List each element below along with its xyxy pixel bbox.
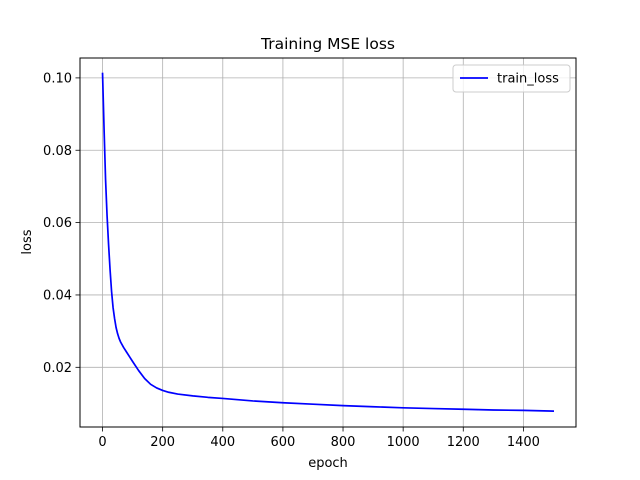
y-axis-label: loss [20,229,35,254]
x-tick-label: 0 [98,435,106,450]
x-tick-label: 1000 [387,435,420,450]
x-tick-label: 1400 [507,435,540,450]
x-axis-ticks: 0 200 400 600 800 1000 1200 1400 [98,427,540,450]
y-tick-label: 0.06 [43,216,72,231]
series-layer [101,72,555,412]
y-axis-ticks: 0.02 0.04 0.06 0.08 0.10 [43,71,80,376]
x-axis-label: epoch [308,456,348,471]
y-tick-label: 0.04 [43,288,72,303]
x-tick-label: 600 [270,435,295,450]
legend-label-train-loss: train_loss [497,72,559,87]
series-line-train-loss [101,72,555,412]
x-tick-label: 800 [331,435,356,450]
y-tick-label: 0.10 [43,71,72,86]
y-tick-label: 0.08 [43,144,72,159]
legend: train_loss [452,64,571,93]
x-tick-label: 200 [150,435,175,450]
legend-box [452,64,571,93]
y-tick-label: 0.02 [43,361,72,376]
x-tick-label: 400 [210,435,235,450]
chart-title: Training MSE loss [260,35,395,53]
x-tick-label: 1200 [447,435,480,450]
plot-frame [79,57,577,428]
grid [80,58,576,427]
